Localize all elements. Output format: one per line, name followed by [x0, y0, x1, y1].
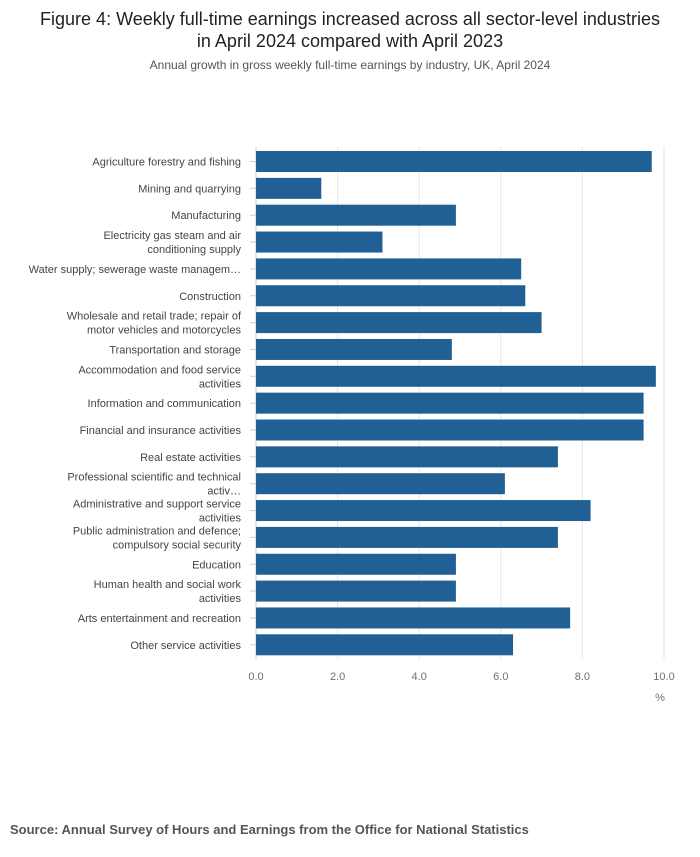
- chart-subtitle: Annual growth in gross weekly full-time …: [149, 58, 551, 72]
- source-note: Source: Annual Survey of Hours and Earni…: [10, 822, 529, 837]
- category-label: Arts entertainment and recreation: [78, 613, 241, 625]
- bar: [256, 392, 644, 414]
- category-label: Professional scientific and technical act…: [67, 472, 241, 498]
- bar: [256, 580, 456, 602]
- category-label: Human health and social work activities: [94, 579, 242, 605]
- bar: [256, 526, 558, 548]
- x-tick-label: 10.0: [653, 671, 674, 683]
- bar: [256, 231, 383, 253]
- bar: [256, 312, 542, 334]
- bars: [256, 151, 656, 656]
- bar: [256, 365, 656, 387]
- x-axis-unit-label: %: [655, 692, 665, 704]
- x-tick-label: 8.0: [575, 671, 590, 683]
- category-label: Financial and insurance activities: [80, 425, 242, 437]
- category-label: Information and communication: [88, 398, 241, 410]
- chart-title: Figure 4: Weekly full-time earnings incr…: [40, 9, 660, 51]
- bar: [256, 446, 558, 468]
- category-label: Construction: [179, 291, 241, 303]
- bar: [256, 204, 456, 226]
- x-axis-ticks: 0.0 2.0 4.0 6.0 8.0 10.0: [248, 671, 674, 683]
- category-label: Education: [192, 559, 241, 571]
- category-label: Public administration and defence; compul…: [73, 525, 242, 551]
- bar: [256, 419, 644, 441]
- bar-chart: Agriculture forestry and fishing Mining a…: [29, 147, 675, 704]
- bar: [256, 285, 526, 307]
- category-label: Water supply; sewerage waste managem…: [29, 264, 241, 276]
- category-label: Agriculture forestry and fishing: [92, 157, 241, 169]
- bar: [256, 634, 514, 656]
- x-tick-label: 6.0: [493, 671, 508, 683]
- category-label: Transportation and storage: [109, 344, 241, 356]
- bar: [256, 607, 571, 629]
- category-label: Manufacturing: [171, 210, 241, 222]
- category-label: Wholesale and retail trade; repair of mot…: [67, 311, 242, 337]
- bar: [256, 500, 591, 522]
- x-tick-label: 0.0: [248, 671, 263, 683]
- category-label: Administrative and support service activi…: [73, 499, 242, 525]
- bar: [256, 151, 652, 172]
- category-label: Mining and quarrying: [138, 183, 241, 195]
- category-label: Real estate activities: [140, 452, 241, 464]
- category-label: Accommodation and food service activities: [78, 364, 241, 390]
- category-label: Other service activities: [130, 640, 241, 652]
- x-tick-label: 2.0: [330, 671, 345, 683]
- bar: [256, 338, 452, 360]
- bar: [256, 553, 456, 575]
- bar: [256, 258, 522, 280]
- bar: [256, 177, 322, 199]
- category-label: Electricity gas steam and air conditionin…: [103, 230, 241, 256]
- category-labels: Agriculture forestry and fishing Mining a…: [29, 157, 242, 652]
- bar: [256, 473, 505, 495]
- x-tick-label: 4.0: [412, 671, 427, 683]
